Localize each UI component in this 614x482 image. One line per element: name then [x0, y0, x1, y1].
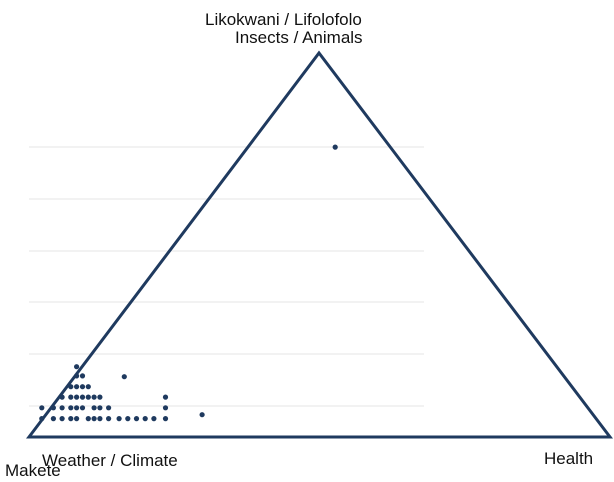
- data-point-34: [116, 416, 122, 422]
- data-point-3: [39, 405, 45, 411]
- data-point-23: [85, 416, 91, 422]
- corner-label-top-secondary: Insects / Animals: [235, 28, 363, 47]
- data-point-36: [133, 416, 140, 422]
- data-point-8: [59, 394, 65, 400]
- data-point-22: [79, 373, 86, 379]
- data-point-31: [97, 394, 103, 400]
- corner-label-bottom-left-primary: Weather / Climate: [42, 451, 178, 470]
- data-point-16: [74, 384, 80, 390]
- data-point-20: [79, 394, 86, 400]
- data-point-32: [106, 416, 112, 422]
- data-point-9: [68, 416, 74, 422]
- data-point-4: [50, 416, 57, 422]
- data-point-21: [79, 384, 86, 390]
- data-point-33: [106, 405, 112, 411]
- data-point-2: [39, 416, 45, 422]
- data-point-10: [68, 405, 74, 411]
- data-point-19: [79, 405, 86, 411]
- data-point-12: [68, 384, 74, 390]
- data-point-37: [142, 416, 148, 422]
- data-point-40: [162, 405, 169, 411]
- data-point-43: [199, 412, 205, 418]
- data-point-15: [74, 394, 80, 400]
- data-point-41: [162, 394, 169, 400]
- data-point-30: [97, 405, 103, 411]
- data-point-38: [151, 416, 157, 422]
- data-point-39: [162, 416, 169, 422]
- data-point-1: [332, 144, 338, 150]
- data-point-13: [74, 416, 80, 422]
- ternary-triangle: [25, 50, 614, 439]
- data-point-5: [50, 405, 57, 411]
- data-point-7: [59, 405, 65, 411]
- data-point-27: [91, 405, 97, 411]
- data-point-18: [74, 364, 80, 370]
- data-point-25: [85, 384, 91, 390]
- data-point-26: [91, 416, 97, 422]
- corner-label-bottom-right: Health: [544, 449, 594, 468]
- data-point-29: [97, 416, 103, 422]
- data-point-17: [74, 373, 80, 379]
- data-point-6: [59, 416, 65, 422]
- data-point-35: [125, 416, 131, 422]
- corner-label-top-primary: Likokwani / Lifolofolo: [205, 10, 362, 29]
- data-point-42: [121, 374, 127, 380]
- data-point-28: [91, 394, 97, 400]
- data-point-14: [74, 405, 80, 411]
- data-point-11: [68, 394, 74, 400]
- data-point-24: [85, 394, 91, 400]
- corner-label-bottom-left-secondary: Makete: [5, 461, 61, 480]
